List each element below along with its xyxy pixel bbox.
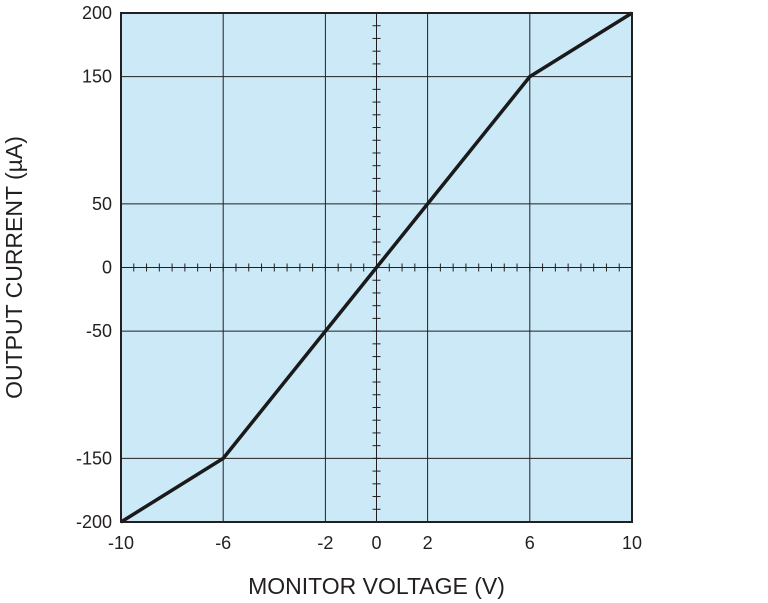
x-tick-label: -2 (317, 533, 333, 553)
axis-minor-ticks (133, 25, 620, 510)
series-line (120, 11, 633, 524)
x-tick-label: -10 (108, 533, 134, 553)
y-axis-title: OUTPUT CURRENT (µA) (1, 136, 27, 399)
x-tick-labels: -10 -6 -2 0 2 6 10 (108, 533, 642, 553)
y-tick-label: 150 (82, 67, 112, 87)
x-tick-label: 2 (423, 533, 433, 553)
y-tick-label: 50 (92, 194, 112, 214)
plot-frame (120, 12, 633, 523)
x-tick-label: 6 (525, 533, 535, 553)
y-tick-label: 0 (102, 258, 112, 278)
y-tick-label: -200 (76, 512, 112, 532)
y-tick-labels: -200 -150 -50 0 50 150 200 (76, 3, 112, 532)
x-axis-title: MONITOR VOLTAGE (V) (248, 573, 505, 599)
series (120, 11, 633, 524)
y-tick-label: -150 (76, 448, 112, 468)
x-tick-label: 10 (622, 533, 642, 553)
x-tick-label: 0 (371, 533, 381, 553)
y-tick-label: -50 (86, 321, 112, 341)
x-tick-label: -6 (215, 533, 231, 553)
y-tick-label: 200 (82, 3, 112, 23)
